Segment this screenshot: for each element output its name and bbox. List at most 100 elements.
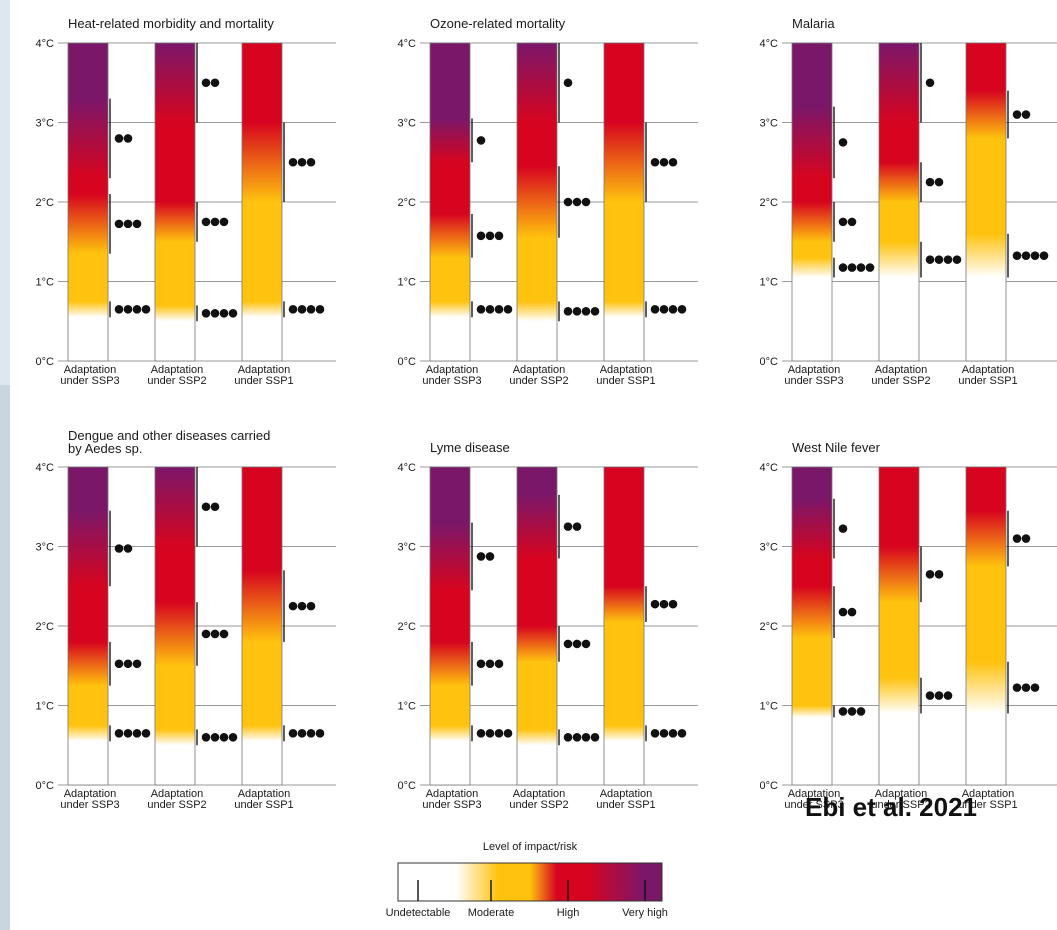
- confidence-dot: [219, 217, 229, 227]
- risk-bar: [429, 466, 471, 786]
- confidence-dot: [201, 629, 211, 639]
- page-frame: [0, 0, 10, 930]
- risk-bar: [791, 42, 833, 362]
- confidence-dot: [132, 729, 142, 738]
- y-tick-label: 2°C: [760, 197, 779, 209]
- confidence-dot: [210, 78, 220, 88]
- risk-bar: [241, 42, 283, 362]
- confidence-dot: [315, 729, 325, 738]
- confidence-dot: [315, 305, 325, 314]
- x-category-label: Adaptation under SSP3: [60, 364, 119, 387]
- y-tick-label: 3°C: [398, 118, 417, 130]
- confidence-dot: [943, 691, 953, 700]
- y-tick-label: 1°C: [36, 277, 55, 289]
- confidence-dot: [590, 733, 600, 742]
- confidence-dot: [563, 522, 573, 531]
- panel-title: West Nile fever: [792, 440, 881, 455]
- confidence-dot: [132, 659, 142, 669]
- y-tick-label: 2°C: [398, 197, 417, 209]
- y-tick-label: 0°C: [760, 780, 779, 792]
- confidence-dot: [219, 629, 229, 639]
- page-frame-shade: [0, 385, 10, 930]
- confidence-dot: [581, 197, 591, 207]
- confidence-dot: [1021, 534, 1031, 543]
- risk-bar: [429, 42, 471, 362]
- risk-bar: [603, 42, 645, 362]
- x-category-label: Adaptation under SSP2: [509, 364, 568, 387]
- confidence-dot: [668, 599, 678, 609]
- panel-title: Malaria: [792, 16, 835, 31]
- confidence-dot: [1021, 251, 1031, 260]
- confidence-dot: [668, 305, 678, 314]
- y-tick-label: 4°C: [36, 38, 55, 50]
- confidence-dot: [572, 639, 582, 649]
- y-tick-label: 0°C: [760, 356, 779, 368]
- confidence-dot: [668, 157, 678, 167]
- x-category-label: Adaptation under SSP1: [234, 788, 293, 811]
- confidence-dot: [210, 629, 220, 639]
- x-category-label: Adaptation under SSP2: [871, 364, 930, 387]
- x-category-label: Adaptation under SSP1: [234, 364, 293, 387]
- legend-level-label: Undetectable: [386, 907, 451, 919]
- confidence-dot: [132, 219, 142, 229]
- risk-bar: [516, 466, 558, 786]
- x-category-label: Adaptation under SSP2: [147, 364, 206, 387]
- confidence-dot: [1039, 251, 1049, 260]
- confidence-dot: [1021, 683, 1031, 692]
- confidence-dot: [201, 309, 211, 318]
- confidence-dot: [114, 305, 124, 314]
- confidence-dot: [306, 601, 316, 611]
- confidence-dot: [847, 263, 857, 272]
- x-category-label: Adaptation under SSP3: [784, 364, 843, 387]
- confidence-dot: [856, 263, 866, 272]
- risk-bar: [516, 42, 558, 362]
- confidence-dot: [494, 659, 504, 669]
- confidence-dot: [123, 729, 133, 738]
- confidence-dot: [141, 305, 151, 314]
- confidence-dot: [563, 639, 573, 649]
- confidence-dot: [659, 305, 669, 314]
- confidence-dot: [847, 707, 857, 716]
- x-category-label: Adaptation under SSP3: [784, 788, 843, 811]
- confidence-dot: [476, 305, 486, 314]
- confidence-dot: [219, 309, 229, 318]
- legend-level-label: Very high: [622, 907, 668, 919]
- y-tick-label: 4°C: [760, 38, 779, 50]
- risk-bar: [154, 42, 196, 362]
- confidence-dot: [476, 729, 486, 738]
- y-tick-label: 1°C: [760, 701, 779, 713]
- y-tick-label: 0°C: [398, 780, 417, 792]
- risk-bar: [603, 466, 645, 786]
- y-tick-label: 1°C: [398, 701, 417, 713]
- y-tick-label: 3°C: [398, 542, 417, 554]
- confidence-dot: [132, 305, 142, 314]
- confidence-dot: [677, 729, 687, 738]
- confidence-dot: [677, 305, 687, 314]
- confidence-dot: [650, 157, 660, 167]
- confidence-dot: [297, 601, 307, 611]
- confidence-dot: [494, 231, 504, 241]
- risk-bar: [67, 466, 109, 786]
- legend-title: Level of impact/risk: [483, 841, 578, 853]
- confidence-dot: [934, 255, 944, 264]
- confidence-dot: [288, 157, 298, 167]
- risk-bar: [878, 466, 920, 786]
- confidence-dot: [563, 307, 573, 316]
- y-tick-label: 4°C: [398, 38, 417, 50]
- confidence-dot: [123, 544, 133, 553]
- risk-bar: [965, 466, 1007, 786]
- confidence-dot: [141, 729, 151, 738]
- y-tick-label: 2°C: [36, 197, 55, 209]
- confidence-dot: [485, 231, 495, 241]
- confidence-dot: [210, 502, 220, 512]
- confidence-dot: [476, 552, 486, 561]
- confidence-dot: [838, 217, 848, 227]
- confidence-dot: [943, 255, 953, 264]
- confidence-dot: [1012, 110, 1022, 119]
- legend-bar: [397, 862, 663, 902]
- confidence-dot: [201, 217, 211, 227]
- y-tick-label: 2°C: [760, 621, 779, 633]
- x-category-label: Adaptation under SSP3: [60, 788, 119, 811]
- risk-bar: [154, 466, 196, 786]
